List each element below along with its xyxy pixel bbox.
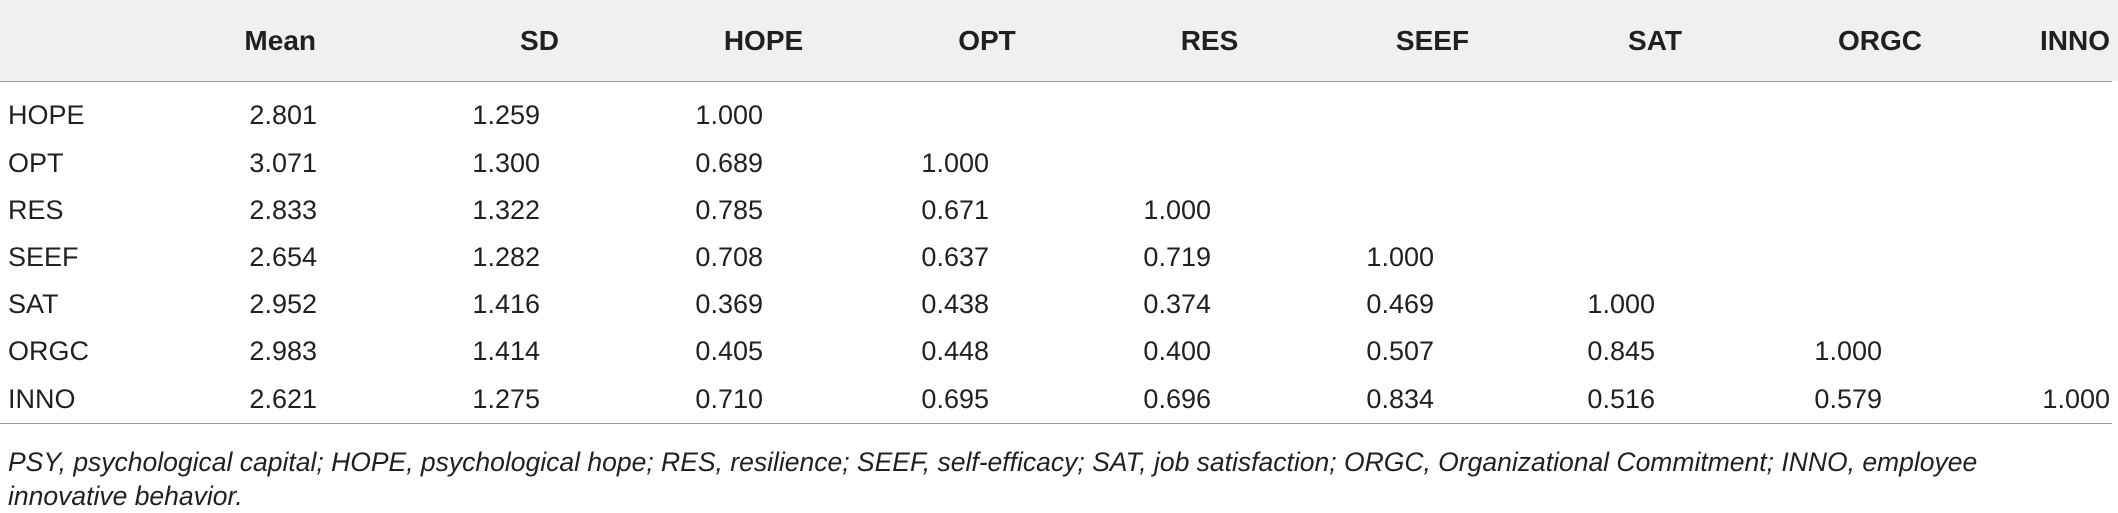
cell-mean: 2.621 <box>205 375 428 424</box>
footnote-line-2: innovative behavior. <box>8 481 243 511</box>
cell-mean: 2.654 <box>249 242 317 272</box>
cell-sd: 1.282 <box>472 242 540 272</box>
cell-seef <box>1321 187 1544 234</box>
table-row: HOPE 2.801 1.259 1.000 <box>0 82 2112 141</box>
cell-inno: 1.000 <box>1994 375 2112 424</box>
cell-sat: 0.845 <box>1587 336 1655 366</box>
cell-mean: 2.952 <box>249 289 317 319</box>
row-label: SAT <box>8 289 59 319</box>
row-label: INNO <box>0 375 205 424</box>
cell-opt: 1.000 <box>921 148 989 178</box>
header-row: Mean SD HOPE OPT RES SEEF SAT ORGC INNO <box>0 0 2112 82</box>
cell-res <box>1098 82 1321 141</box>
cell-opt <box>876 82 1098 141</box>
cell-inno <box>1994 187 2112 234</box>
cell-sd: 1.275 <box>428 375 651 424</box>
cell-sat: 0.516 <box>1544 375 1766 424</box>
row-label: HOPE <box>8 99 85 130</box>
table-row: RES 2.833 1.322 0.785 0.671 1.000 <box>0 187 2112 234</box>
row-label: RES <box>8 195 64 225</box>
cell-sd: 1.416 <box>472 289 540 319</box>
footnote-line-1: PSY, psychological capital; HOPE, psycho… <box>8 447 1978 477</box>
header-cell-res: RES <box>1098 0 1321 82</box>
cell-orgc <box>1766 281 1994 328</box>
header-cell-sd: SD <box>428 0 651 82</box>
cell-res: 0.400 <box>1143 336 1211 366</box>
header-cell-orgc: ORGC <box>1766 0 1994 82</box>
cell-seef <box>1321 82 1544 141</box>
cell-opt: 0.438 <box>921 289 989 319</box>
header-cell-sat: SAT <box>1544 0 1766 82</box>
header-cell-seef: SEEF <box>1321 0 1544 82</box>
table-row: SEEF 2.654 1.282 0.708 0.637 0.719 1.000 <box>0 234 2112 281</box>
cell-res <box>1098 140 1321 187</box>
cell-mean: 2.983 <box>249 336 317 366</box>
cell-seef <box>1321 140 1544 187</box>
cell-orgc: 1.000 <box>1814 336 1882 366</box>
cell-opt: 0.448 <box>921 336 989 366</box>
cell-orgc <box>1766 187 1994 234</box>
table-body: HOPE 2.801 1.259 1.000 OPT 3.071 1.300 0.689 1.0… <box>0 82 2112 424</box>
cell-sat <box>1544 187 1766 234</box>
row-label: ORGC <box>8 336 89 366</box>
table-row: SAT 2.952 1.416 0.369 0.438 0.374 0.469 1.000 <box>0 281 2112 328</box>
cell-mean: 2.833 <box>249 195 317 225</box>
cell-hope: 0.369 <box>695 289 763 319</box>
cell-seef: 1.000 <box>1366 242 1434 272</box>
table-footnote: PSY, psychological capital; HOPE, psycho… <box>8 445 2108 513</box>
header-cell-hope: HOPE <box>651 0 876 82</box>
correlation-table: Mean SD HOPE OPT RES SEEF SAT ORGC INNO … <box>0 0 2112 424</box>
cell-seef: 0.834 <box>1321 375 1544 424</box>
cell-res: 1.000 <box>1143 195 1211 225</box>
cell-mean: 3.071 <box>249 148 317 178</box>
cell-hope: 0.405 <box>695 336 763 366</box>
cell-orgc: 0.579 <box>1766 375 1994 424</box>
cell-res: 0.696 <box>1098 375 1321 424</box>
table-header: Mean SD HOPE OPT RES SEEF SAT ORGC INNO <box>0 0 2112 82</box>
cell-inno <box>1994 328 2112 375</box>
cell-opt: 0.695 <box>876 375 1098 424</box>
table-row: OPT 3.071 1.300 0.689 1.000 <box>0 140 2112 187</box>
cell-seef: 0.469 <box>1366 289 1434 319</box>
header-cell-mean: Mean <box>205 0 428 82</box>
header-cell-opt: OPT <box>876 0 1098 82</box>
cell-hope: 1.000 <box>695 99 763 130</box>
cell-sd: 1.259 <box>472 99 540 130</box>
cell-seef: 0.507 <box>1366 336 1434 366</box>
cell-inno <box>1994 234 2112 281</box>
cell-opt: 0.637 <box>921 242 989 272</box>
cell-res: 0.374 <box>1143 289 1211 319</box>
cell-mean: 2.801 <box>249 99 317 130</box>
header-cell-blank <box>0 0 205 82</box>
cell-hope: 0.708 <box>695 242 763 272</box>
cell-hope: 0.710 <box>651 375 876 424</box>
cell-orgc <box>1766 82 1994 141</box>
cell-sd: 1.300 <box>472 148 540 178</box>
row-label: OPT <box>8 148 64 178</box>
cell-opt: 0.671 <box>921 195 989 225</box>
cell-orgc <box>1766 234 1994 281</box>
cell-sat <box>1544 140 1766 187</box>
cell-res: 0.719 <box>1143 242 1211 272</box>
header-cell-inno: INNO <box>1994 0 2112 82</box>
table-row: ORGC 2.983 1.414 0.405 0.448 0.400 0.507 0.845 1… <box>0 328 2112 375</box>
cell-sd: 1.414 <box>472 336 540 366</box>
cell-hope: 0.689 <box>695 148 763 178</box>
cell-orgc <box>1766 140 1994 187</box>
row-label: SEEF <box>8 242 79 272</box>
cell-sat <box>1544 82 1766 141</box>
cell-inno <box>1994 140 2112 187</box>
cell-sat: 1.000 <box>1587 289 1655 319</box>
cell-inno <box>1994 281 2112 328</box>
cell-inno <box>1994 82 2112 141</box>
cell-sat <box>1544 234 1766 281</box>
table-row: INNO 2.621 1.275 0.710 0.695 0.696 0.834 0.516 0… <box>0 375 2112 424</box>
cell-sd: 1.322 <box>472 195 540 225</box>
cell-hope: 0.785 <box>695 195 763 225</box>
